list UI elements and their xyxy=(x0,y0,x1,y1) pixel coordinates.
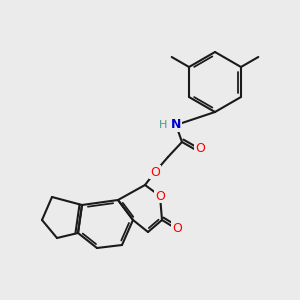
Text: O: O xyxy=(172,221,182,235)
Text: O: O xyxy=(155,190,165,202)
Text: O: O xyxy=(150,166,160,178)
Text: H: H xyxy=(159,120,167,130)
Text: N: N xyxy=(171,118,181,131)
Text: O: O xyxy=(195,142,205,154)
